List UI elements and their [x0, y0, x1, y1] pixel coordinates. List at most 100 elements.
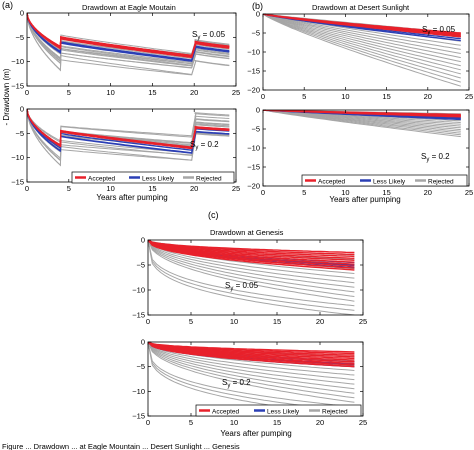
plot-area	[27, 109, 230, 167]
rejected-line	[148, 240, 355, 284]
rejected-line	[148, 240, 355, 311]
plot-area	[263, 14, 461, 87]
x-tick-label: 25	[359, 317, 367, 326]
less-likely-line	[27, 109, 230, 154]
rejected-line	[263, 14, 461, 63]
x-axis-label-a: Years after pumping	[96, 193, 167, 202]
legend-rejected-label: Rejected	[322, 409, 348, 416]
x-axis-label-b: Years after pumping	[329, 195, 400, 204]
y-tick-label: −10	[247, 144, 260, 153]
legend-accepted-label: Accepted	[88, 176, 115, 183]
legend-c: Accepted Less Likely Rejected	[195, 404, 362, 417]
rejected-line	[263, 14, 461, 75]
x-tick-label: 10	[341, 92, 349, 101]
panel-label-b: (b)	[252, 1, 263, 11]
y-tick-label: −10	[132, 286, 145, 295]
panel-label-c: (c)	[208, 210, 219, 220]
legend-accepted-label: Accepted	[318, 179, 345, 186]
panel-a-top: 0 5 10 15 20 25 0 −5 −10 −15	[11, 9, 240, 98]
rejected-line	[148, 240, 355, 279]
rejected-line	[148, 240, 355, 307]
accepted-line	[263, 110, 461, 118]
panel-b-top: 0 5 10 15 20 25 0 −5 −10 −15 −20	[247, 10, 473, 102]
y-tick-label: 0	[20, 9, 24, 18]
y-tick-label: −15	[247, 163, 260, 172]
accepted-line	[27, 13, 230, 58]
y-tick-label: −5	[15, 33, 24, 42]
y-axis-label: - Drawdown (m)	[2, 68, 11, 125]
title-b: Drawdown at Desert Sunlight	[312, 3, 410, 12]
x-tick-label: 20	[190, 184, 198, 193]
y-tick-label: 0	[256, 10, 260, 19]
legend-rejected-label: Rejected	[428, 179, 454, 186]
accepted-line	[263, 14, 461, 38]
rejected-line	[148, 240, 355, 302]
y-tick-label: −5	[136, 362, 145, 371]
y-tick-label: 0	[141, 338, 145, 347]
x-tick-label: 10	[106, 184, 114, 193]
rejected-line	[263, 14, 461, 83]
y-tick-label: −5	[251, 29, 260, 38]
legend-accepted-label: Accepted	[212, 409, 239, 416]
accepted-line	[148, 240, 355, 256]
x-tick-label: 25	[359, 418, 367, 427]
accepted-line	[27, 109, 230, 150]
rejected-line	[148, 240, 355, 297]
x-tick-label: 25	[465, 188, 473, 197]
y-tick-label: −5	[15, 129, 24, 138]
x-tick-label: 15	[382, 188, 390, 197]
plot-area	[148, 240, 355, 315]
rejected-line	[27, 13, 230, 76]
rejected-line	[148, 342, 355, 381]
rejected-line	[27, 13, 230, 66]
panel-c-top: 0 5 10 15 20 25 0 −5 −10 −15	[132, 236, 367, 327]
legend-b: Accepted Less Likely Rejected	[301, 174, 468, 187]
panel-b-bottom: 0 5 10 15 20 25 0 −5 −10 −15 −20	[247, 106, 473, 198]
x-tick-label: 0	[25, 184, 29, 193]
accepted-line	[148, 342, 355, 355]
rejected-line	[27, 109, 230, 142]
x-tick-label: 5	[67, 88, 71, 97]
plot-area	[27, 13, 230, 76]
x-tick-label: 20	[190, 88, 198, 97]
y-tick-label: −5	[136, 261, 145, 270]
accepted-line	[148, 240, 355, 269]
y-tick-label: −20	[247, 86, 260, 95]
y-tick-label: 0	[141, 236, 145, 245]
x-tick-label: 15	[382, 92, 390, 101]
x-tick-label: 25	[465, 92, 473, 101]
x-tick-label: 5	[189, 418, 193, 427]
less-likely-line	[27, 13, 230, 62]
y-tick-label: 0	[20, 105, 24, 114]
accepted-line	[148, 240, 355, 271]
accepted-line	[148, 240, 355, 254]
axes-box	[147, 239, 364, 316]
legend-box	[195, 404, 362, 417]
x-tick-label: 15	[273, 418, 281, 427]
sy-label-c-top: Sy = 0.05	[225, 281, 259, 292]
y-tick-label: −20	[247, 182, 260, 191]
rejected-line	[148, 342, 355, 390]
rejected-line	[263, 14, 461, 71]
accepted-line	[148, 240, 355, 261]
x-tick-label: 0	[146, 418, 150, 427]
caption-fragment: Figure ... Drawdown ... at Eagle Mountai…	[2, 442, 240, 450]
title-c: Drawdown at Genesis	[210, 228, 284, 237]
accepted-line	[148, 342, 355, 368]
panel-label-a: (a)	[2, 0, 13, 10]
rejected-line	[148, 240, 355, 288]
x-tick-label: 25	[232, 88, 240, 97]
rejected-line	[263, 110, 461, 138]
rejected-line	[263, 14, 461, 59]
legend-rejected-label: Rejected	[196, 176, 222, 183]
rejected-line	[148, 240, 355, 315]
y-tick-label: −15	[132, 412, 145, 421]
x-tick-label: 0	[146, 317, 150, 326]
y-tick-label: −10	[132, 387, 145, 396]
rejected-line	[263, 14, 461, 50]
accepted-line	[148, 240, 355, 258]
sy-label-b-bottom: Sy = 0.2	[421, 152, 450, 163]
y-tick-label: −15	[247, 67, 260, 76]
accepted-line	[148, 342, 355, 365]
